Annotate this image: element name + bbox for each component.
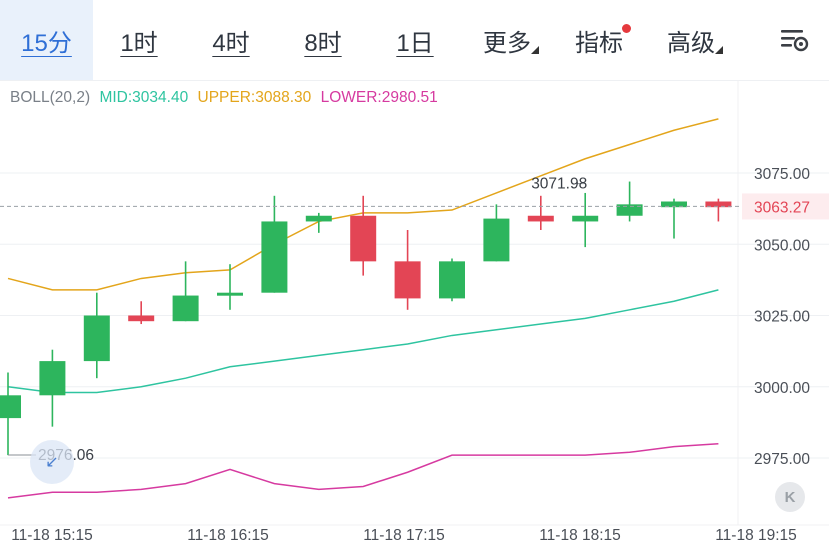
candle-body <box>39 361 66 396</box>
tab-indicators[interactable]: 指标 <box>553 0 645 80</box>
tab-8h[interactable]: 8时 <box>277 0 369 80</box>
tab-label: 更多 <box>483 29 531 57</box>
boll-name: BOLL(20,2) <box>10 89 91 106</box>
tab-label: 指标 <box>575 29 623 57</box>
current-price-label: 3063.27 <box>754 199 810 216</box>
candle-body <box>350 215 377 262</box>
candle-body <box>661 201 687 208</box>
chart-settings-button[interactable] <box>779 26 811 54</box>
expand-arrows-icon: ↙ <box>45 454 59 471</box>
tab-1d[interactable]: 1日 <box>369 0 461 80</box>
high-annotation: 3071.98 <box>531 176 587 193</box>
tab-15m[interactable]: 15分 <box>0 0 93 80</box>
candle-body <box>705 201 732 208</box>
boll-upper-value: UPPER:3088.30 <box>197 89 312 106</box>
candle-body <box>128 315 155 322</box>
tab-label: 4时 <box>212 29 250 57</box>
candle-body <box>172 295 199 322</box>
collapse-icon: K <box>784 488 796 506</box>
boll-mid-value: MID:3034.40 <box>99 89 189 106</box>
chart-settings-icon <box>781 30 809 52</box>
x-tick-label: 11-18 16:15 <box>187 527 269 544</box>
boll-lower-value: LOWER:2980.51 <box>320 89 438 106</box>
tab-label: 8时 <box>304 29 342 57</box>
collapse-button[interactable]: K <box>775 482 805 512</box>
x-tick-label: 11-18 17:15 <box>363 527 445 544</box>
candle-body <box>483 218 510 262</box>
candle-body <box>305 215 332 222</box>
candlestick-chart[interactable]: 3075.00 3050.00 3025.00 3000.00 2975.00 11-18… <box>0 80 829 549</box>
tab-label: 15分 <box>21 29 72 57</box>
candle-body <box>261 221 288 293</box>
candle-body <box>394 261 421 299</box>
tab-label: 1日 <box>396 29 434 57</box>
y-tick-label: 3025.00 <box>754 309 810 326</box>
current-price-tag <box>742 193 829 220</box>
notification-dot-icon <box>622 24 631 33</box>
candle-body <box>83 315 110 362</box>
x-tick-label: 11-18 19:15 <box>715 527 797 544</box>
y-tick-label: 3050.00 <box>754 237 810 254</box>
dropdown-triangle-icon <box>531 46 539 54</box>
tab-advanced[interactable]: 高级 <box>645 0 737 80</box>
candle-body <box>572 215 599 222</box>
tab-label: 高级 <box>667 29 715 57</box>
period-tabbar: 15分 1时 4时 8时 1日 更多 指标 高级 <box>0 0 829 81</box>
expand-button[interactable]: ↙ <box>30 440 74 484</box>
candle-body <box>217 292 243 296</box>
tab-more[interactable]: 更多 <box>461 0 553 80</box>
candle-body <box>616 204 643 216</box>
dropdown-triangle-icon <box>715 46 723 54</box>
boll-mid-line <box>7 289 719 394</box>
y-tick-label: 3075.00 <box>754 166 810 183</box>
boll-lower-line <box>7 443 719 499</box>
y-tick-label: 2975.00 <box>754 451 810 468</box>
candle-body <box>0 395 21 419</box>
x-tick-label: 11-18 15:15 <box>11 527 93 544</box>
tab-4h[interactable]: 4时 <box>185 0 277 80</box>
tab-label: 1时 <box>120 29 158 57</box>
candle-body <box>527 215 554 222</box>
y-tick-label: 3000.00 <box>754 380 810 397</box>
tab-1h[interactable]: 1时 <box>93 0 185 80</box>
x-tick-label: 11-18 18:15 <box>539 527 621 544</box>
boll-indicator-row: BOLL(20,2) MID:3034.40 UPPER:3088.30 LOW… <box>10 89 443 107</box>
candle-body <box>439 261 465 299</box>
